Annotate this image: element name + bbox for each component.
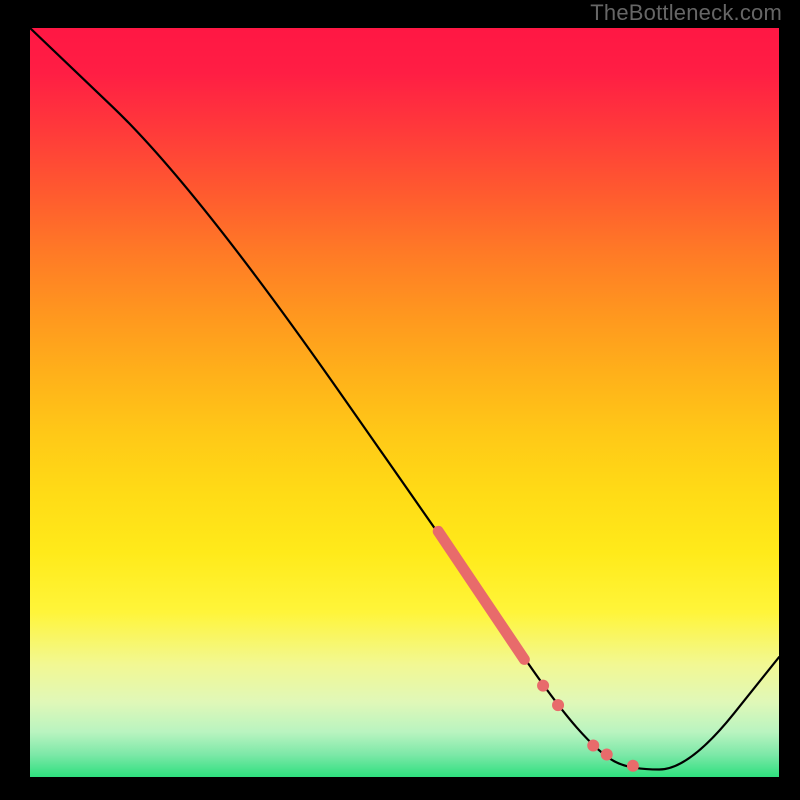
highlight-dot (587, 740, 599, 752)
highlight-dot (552, 699, 564, 711)
highlight-dot (601, 749, 613, 761)
watermark-text: TheBottleneck.com (590, 0, 782, 26)
chart-frame: TheBottleneck.com (0, 0, 800, 800)
bottleneck-chart (30, 28, 779, 777)
plot-area (30, 28, 779, 777)
highlight-dot (537, 680, 549, 692)
highlight-dot (627, 760, 639, 772)
